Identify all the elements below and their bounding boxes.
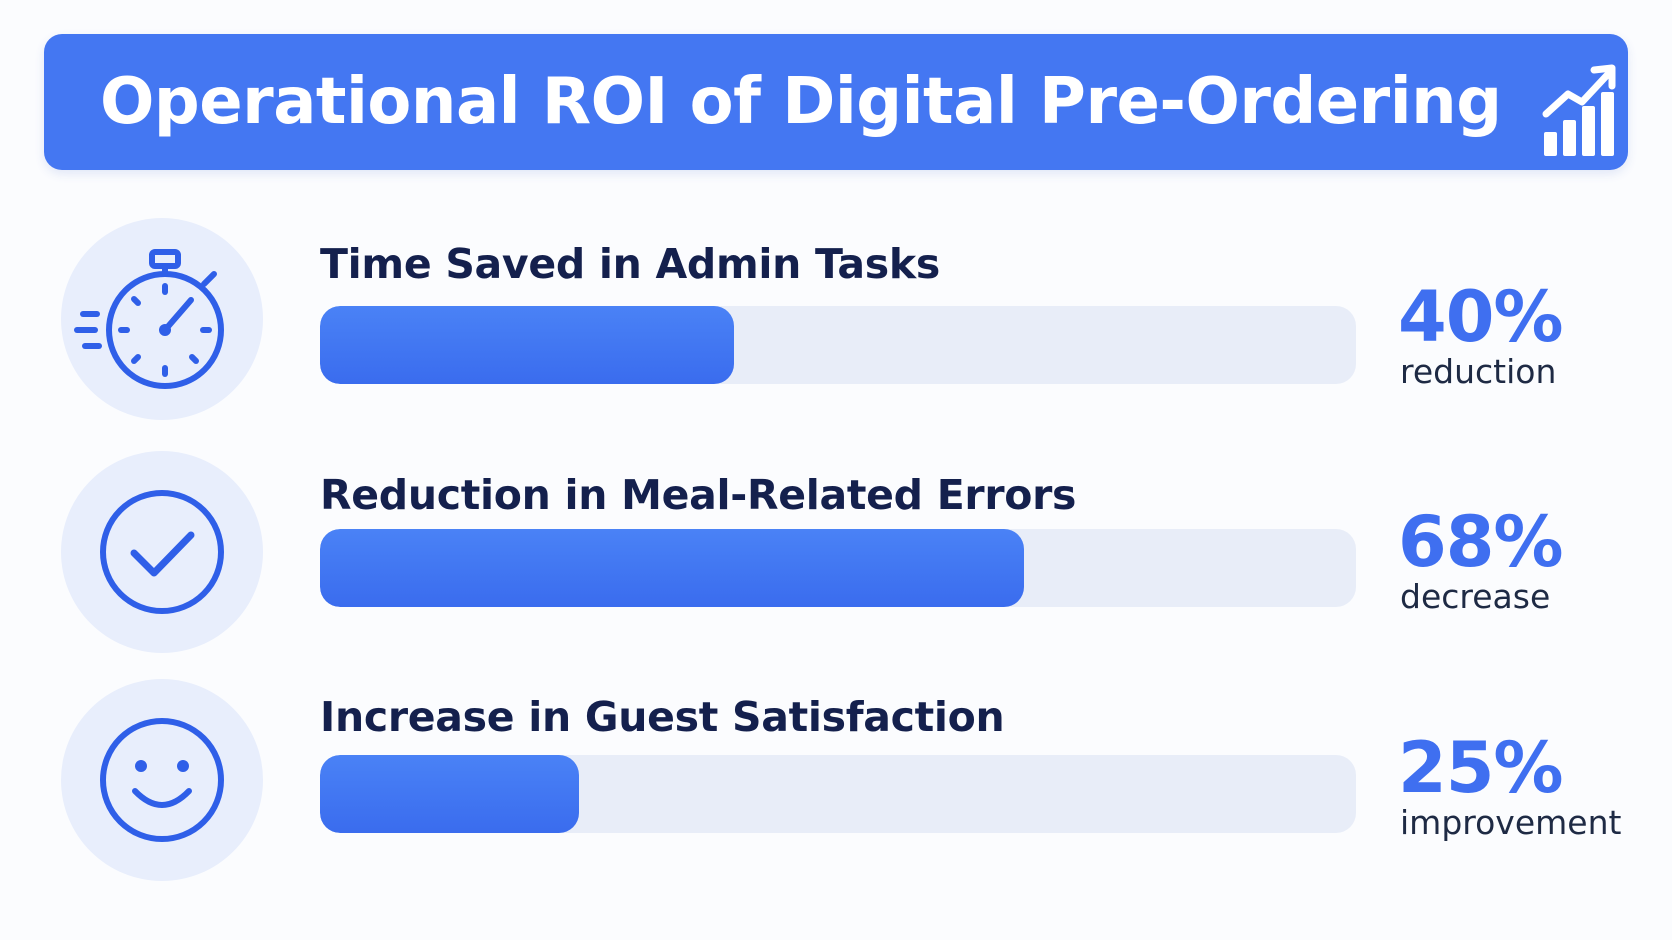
title-banner: Operational ROI of Digital Pre-Ordering — [44, 34, 1628, 170]
icon-circle — [61, 451, 263, 653]
bar-fill-guest-satisfaction — [320, 755, 579, 833]
smiley-icon — [100, 718, 224, 842]
metric-label: Increase in Guest Satisfaction — [320, 693, 1005, 741]
bar-fill-admin-time — [320, 306, 734, 384]
value-descriptor: decrease — [1400, 577, 1551, 616]
value-label: 25% — [1398, 727, 1564, 809]
bar-track — [320, 529, 1356, 607]
value-descriptor: improvement — [1400, 803, 1622, 842]
metric-row-guest-satisfaction: Increase in Guest Satisfaction 25% impro… — [0, 679, 1672, 889]
value-descriptor: reduction — [1400, 352, 1557, 391]
value-label: 40% — [1398, 276, 1564, 358]
bar-chart-up-icon — [1542, 64, 1616, 156]
stopwatch-icon — [74, 249, 224, 389]
metric-label: Reduction in Meal-Related Errors — [320, 471, 1077, 519]
page-title: Operational ROI of Digital Pre-Ordering — [100, 65, 1502, 139]
metric-label: Time Saved in Admin Tasks — [320, 240, 940, 288]
icon-circle — [61, 218, 263, 420]
check-circle-icon — [100, 490, 224, 614]
bar-fill-meal-errors — [320, 529, 1024, 607]
icon-circle — [61, 679, 263, 881]
metric-row-admin-time: Time Saved in Admin Tasks 40% reduction — [0, 218, 1672, 428]
value-label: 68% — [1398, 501, 1564, 583]
bar-track — [320, 755, 1356, 833]
metric-row-meal-errors: Reduction in Meal-Related Errors 68% dec… — [0, 451, 1672, 661]
bar-track — [320, 306, 1356, 384]
